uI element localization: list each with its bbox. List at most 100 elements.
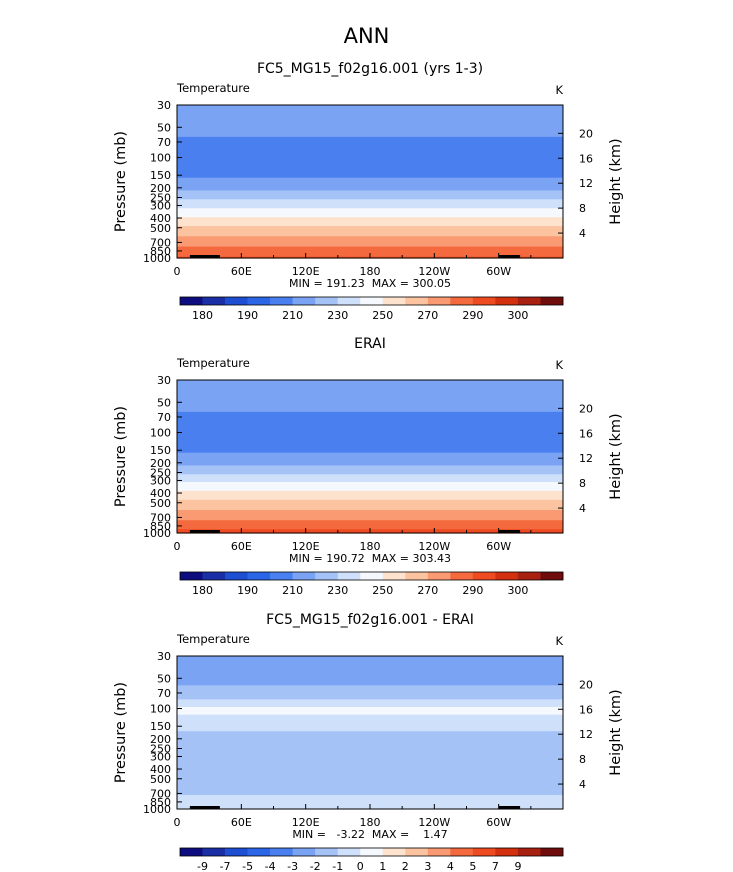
right-axis-label: Height (km): [608, 689, 624, 775]
colorbar-box: [472, 297, 496, 305]
contour-band: [177, 217, 563, 227]
colorbar-box: [495, 848, 519, 856]
y-tick-label: 150: [150, 169, 171, 182]
colorbar-box: [517, 572, 541, 580]
contour-band: [177, 656, 563, 686]
colorbar-box: [247, 297, 271, 305]
colorbar-box: [270, 848, 293, 856]
colorbar-box: [427, 572, 451, 580]
y-tick-label: 250: [150, 192, 171, 205]
y-tick-label: 850: [150, 245, 171, 258]
colorbar-box: [495, 572, 519, 580]
y-tick-label: 700: [150, 787, 171, 800]
colorbar-label: -2: [310, 860, 321, 872]
panel-1: FC5_MG15_f02g16.001 (yrs 1-3) Temperature…: [113, 61, 624, 322]
y-tick-label: 30: [157, 99, 171, 112]
colorbar-box: [225, 572, 248, 580]
contour-band: [177, 465, 563, 475]
height-tick-label: 20: [579, 402, 593, 415]
stats-label: MIN = 191.23 MAX = 300.05: [289, 277, 451, 290]
y-tick-label: 700: [150, 511, 171, 524]
y-tick-label: 1000: [143, 252, 171, 265]
contour-band: [177, 411, 563, 454]
y-tick-label: 250: [150, 743, 171, 756]
contour-fill: [177, 656, 563, 810]
colorbar-frame: [179, 296, 564, 306]
colorbar-box: [337, 848, 361, 856]
stats-label: MIN = -3.22 MAX = 1.47: [292, 828, 447, 841]
colorbar-label: 5: [469, 860, 476, 872]
colorbar-box: [472, 848, 496, 856]
colorbar-box: [315, 572, 339, 580]
colorbar-label: -7: [220, 860, 231, 872]
colorbar-label: -9: [197, 860, 208, 872]
x-tick-label: 60W: [486, 540, 511, 553]
colorbar-box: [540, 572, 564, 580]
colorbar-label: 300: [507, 309, 528, 322]
y-tick-label: 150: [150, 444, 171, 457]
y-tick-label: 70: [157, 687, 171, 700]
contour-fill: [177, 105, 563, 259]
x-tick-label: 60E: [231, 816, 252, 829]
topography-mark: [498, 530, 521, 533]
y-tick-label: 1000: [143, 803, 171, 816]
y-tick-label: 300: [150, 474, 171, 487]
y-axis-label: Pressure (mb): [113, 406, 129, 507]
colorbar-box: [427, 848, 451, 856]
contour-band: [177, 794, 563, 810]
colorbar-box: [337, 297, 361, 305]
colorbar-label: -4: [265, 860, 276, 872]
colorbar-label: 300: [507, 584, 528, 597]
variable-label: Temperature: [176, 81, 250, 95]
y-tick-label: 300: [150, 199, 171, 212]
colorbar-box: [360, 297, 384, 305]
y-tick-label: 1000: [143, 527, 171, 540]
y-tick-label: 100: [150, 152, 171, 165]
y-tick-label: 50: [157, 121, 171, 134]
y-tick-label: 200: [150, 457, 171, 470]
colorbar-label: 180: [192, 584, 213, 597]
y-tick-label: 200: [150, 182, 171, 195]
colorbar-box: [292, 848, 316, 856]
units-label: K: [555, 358, 563, 372]
colorbar-label: 210: [282, 309, 303, 322]
colorbar-box: [292, 297, 316, 305]
x-tick-label: 60E: [231, 540, 252, 553]
colorbar-frame: [179, 571, 564, 581]
colorbar-box: [450, 297, 474, 305]
colorbar-box: [517, 848, 541, 856]
x-tick-label: 120W: [418, 816, 450, 829]
height-tick-label: 16: [579, 703, 593, 716]
colorbar-label: 180: [192, 309, 213, 322]
panel-title: FC5_MG15_f02g16.001 (yrs 1-3): [257, 61, 483, 77]
colorbar-box: [315, 297, 339, 305]
y-tick-label: 500: [150, 497, 171, 510]
colorbar-label: 7: [492, 860, 499, 872]
colorbar-box: [495, 297, 519, 305]
colorbar-label: 0: [357, 860, 364, 872]
height-tick-label: 8: [579, 477, 586, 490]
right-axis-label: Height (km): [608, 413, 624, 499]
x-tick-label: 0: [174, 265, 181, 278]
y-axis-label: Pressure (mb): [113, 682, 129, 783]
height-tick-label: 8: [579, 753, 586, 766]
colorbar: 180 190 210 230 250 270 290 300: [179, 296, 564, 322]
colorbar-label: 270: [417, 309, 438, 322]
contour-band: [177, 199, 563, 209]
variable-label: Temperature: [176, 632, 250, 646]
height-tick-label: 4: [579, 227, 586, 240]
colorbar-label: 250: [372, 309, 393, 322]
y-tick-label: 50: [157, 672, 171, 685]
height-tick-label: 12: [579, 452, 593, 465]
contour-band: [177, 452, 563, 467]
topography-mark: [189, 806, 220, 809]
topography-mark: [189, 530, 220, 533]
colorbar-label: -5: [242, 860, 253, 872]
x-tick-label: 120W: [418, 265, 450, 278]
colorbar-label: 190: [237, 584, 258, 597]
x-tick-label: 180: [360, 265, 381, 278]
contour-band: [177, 136, 563, 179]
x-tick-label: 120E: [292, 816, 320, 829]
right-axis-label: Height (km): [608, 138, 624, 224]
x-tick-label: 60W: [486, 265, 511, 278]
